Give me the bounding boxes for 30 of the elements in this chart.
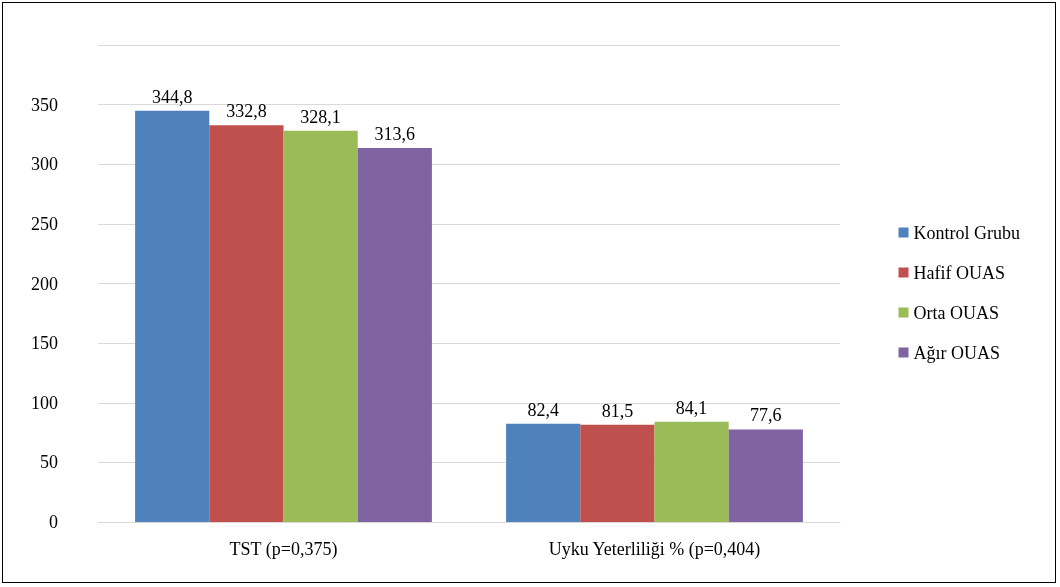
- legend-label: Kontrol Grubu: [913, 222, 1021, 243]
- y-tick-label: 250: [31, 213, 58, 234]
- bar: [209, 125, 284, 522]
- legend-label: Hafif OUAS: [913, 262, 1006, 283]
- data-label: 313,6: [374, 124, 416, 145]
- y-tick-label: 100: [31, 392, 58, 413]
- data-label: 82,4: [527, 399, 559, 420]
- x-tick-label: Uyku Yeterliliği % (p=0,404): [548, 539, 761, 560]
- data-label: 328,1: [300, 106, 341, 127]
- data-label: 81,5: [601, 400, 634, 421]
- y-tick-label: 150: [31, 333, 58, 354]
- bar: [506, 423, 581, 522]
- y-tick-label: 200: [31, 273, 58, 294]
- y-tick-label: 350: [31, 94, 58, 115]
- legend-label: Orta OUAS: [913, 302, 1000, 323]
- data-label: 344,8: [151, 86, 193, 107]
- bar: [654, 421, 729, 522]
- bar: [283, 130, 358, 522]
- y-tick-label: 50: [40, 452, 58, 473]
- y-tick-label: 0: [49, 512, 58, 532]
- data-label: 77,6: [750, 405, 782, 426]
- bar: [580, 424, 655, 522]
- data-label: 84,1: [675, 397, 708, 418]
- y-tick-label: 300: [31, 154, 58, 175]
- data-label: 332,8: [226, 101, 267, 122]
- legend-label: Ağır OUAS: [913, 342, 1001, 363]
- x-tick-label: TST (p=0,375): [229, 539, 338, 560]
- bar: [728, 429, 803, 522]
- bar: [357, 148, 432, 522]
- bar: [135, 110, 210, 522]
